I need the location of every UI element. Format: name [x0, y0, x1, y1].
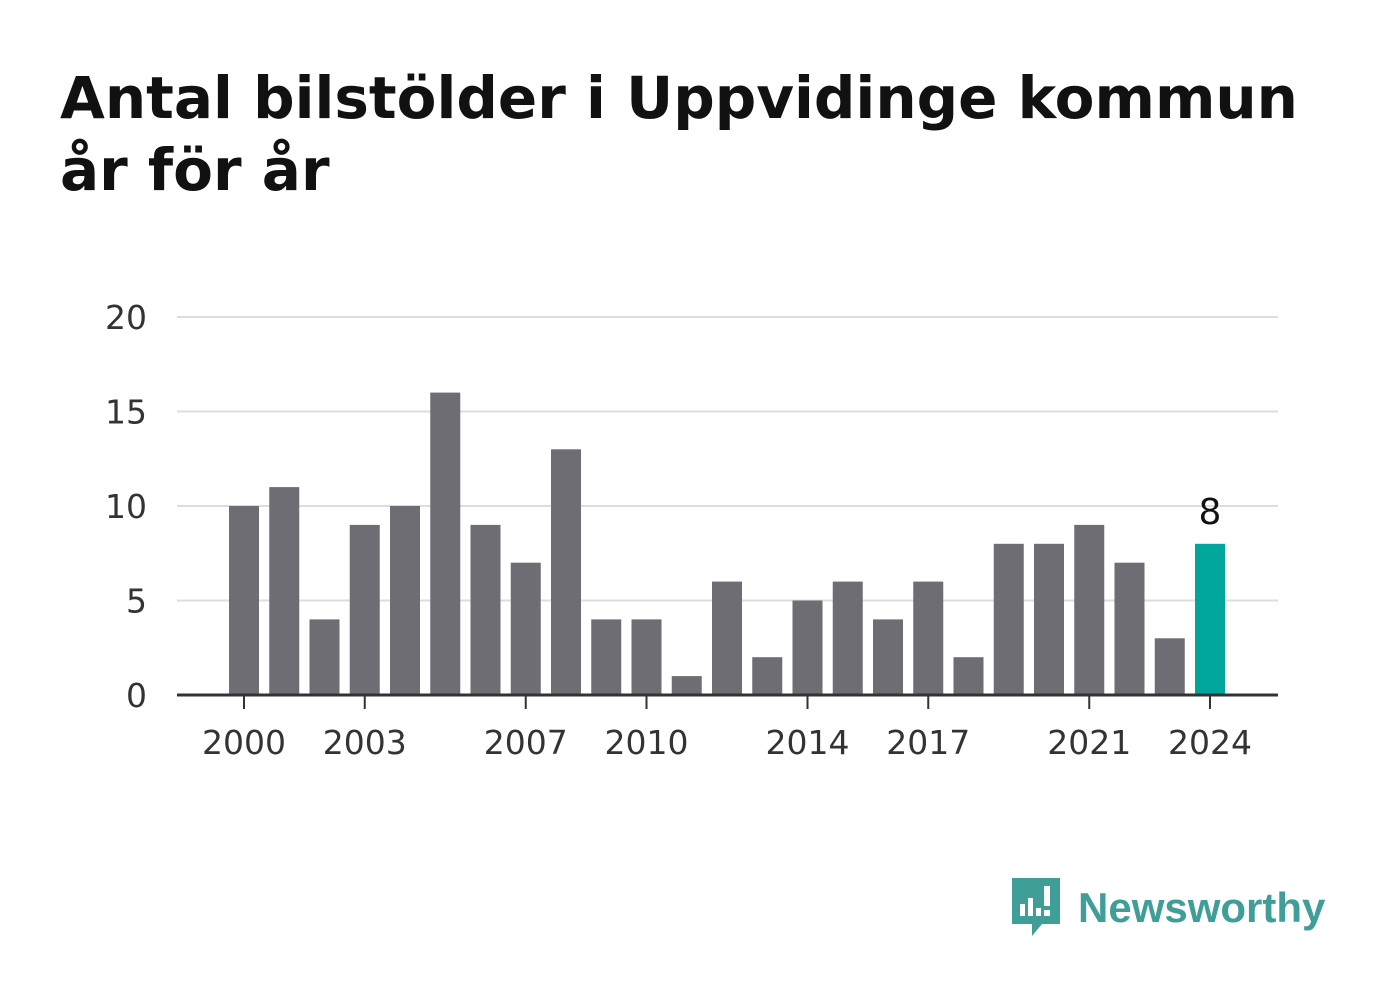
bar-2014 — [792, 600, 823, 695]
bar-2018 — [953, 657, 984, 695]
bar-2011 — [671, 676, 702, 695]
brand-logo: Newsworthy — [1010, 878, 1325, 938]
y-tick-label: 10 — [105, 487, 147, 526]
bar-2007 — [510, 562, 541, 695]
bar-2022 — [1114, 562, 1145, 695]
x-tick-label: 2024 — [1168, 723, 1252, 762]
highlight-data-label: 8 — [1199, 492, 1222, 533]
x-tick-label: 2021 — [1047, 723, 1131, 762]
y-tick-label: 5 — [126, 582, 147, 621]
bar-2009 — [591, 619, 622, 695]
bar-2016 — [873, 619, 903, 695]
chart-title-line-1: Antal bilstölder i Uppvidinge kommun — [60, 64, 1298, 132]
bar-2021 — [1074, 524, 1105, 695]
bar-2008 — [551, 449, 581, 695]
chart-title: Antal bilstölder i Uppvidinge kommun år … — [60, 62, 1340, 206]
y-tick-label: 15 — [105, 393, 147, 432]
bar-2017 — [913, 581, 944, 695]
bar-2005 — [430, 392, 461, 695]
bar-2000 — [229, 506, 259, 695]
bar-2015 — [832, 581, 863, 695]
x-tick-label: 2003 — [323, 723, 407, 762]
x-tick-label: 2000 — [202, 723, 286, 762]
x-tick-label: 2007 — [484, 723, 568, 762]
bar-2006 — [470, 524, 501, 695]
axis-layer — [177, 693, 1278, 709]
bar-2001 — [269, 487, 300, 695]
bar-2024 — [1195, 543, 1225, 695]
brand-name: Newsworthy — [1078, 884, 1326, 931]
y-tick-label: 20 — [105, 298, 147, 337]
bar-2003 — [349, 524, 380, 695]
bar-layer — [229, 392, 1225, 695]
label-layer: 0 5 10 15 20 8 2000 2003 2007 2010 2014 2017 2021 202… — [105, 298, 1252, 762]
bar-2013 — [752, 657, 783, 695]
newsworthy-chart-bubble-icon — [1012, 878, 1060, 936]
chart-title-line-2: år för år — [60, 136, 330, 204]
bar-2010 — [631, 619, 662, 695]
bar-2019 — [993, 543, 1024, 695]
grid-layer — [177, 316, 1278, 602]
bar-2023 — [1154, 638, 1185, 695]
bar-2002 — [309, 619, 340, 695]
bar-2020 — [1034, 543, 1064, 695]
x-tick-label: 2014 — [766, 723, 850, 762]
bar-2004 — [390, 506, 420, 695]
x-tick-label: 2017 — [886, 723, 970, 762]
bar-2012 — [712, 581, 742, 695]
y-tick-label: 0 — [126, 676, 147, 715]
x-tick-label: 2010 — [605, 723, 689, 762]
